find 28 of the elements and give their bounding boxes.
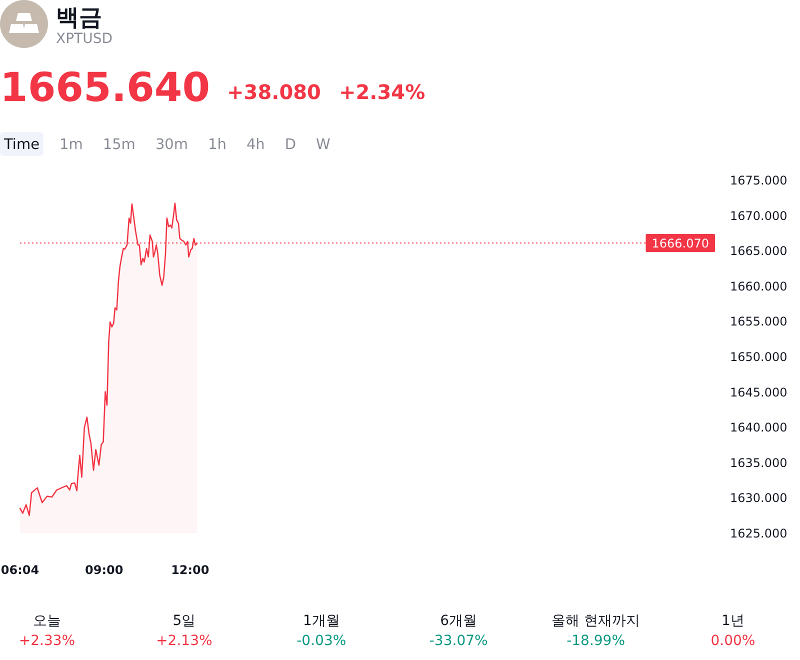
y-tick-label: 1630.000 [730,491,788,506]
text: 1h [208,137,226,153]
y-tick-label: 1675.000 [730,174,788,188]
y-tick-label: 1660.000 [730,279,788,294]
x-tick-label: 09:00 [85,563,124,577]
chart-title: 백금 [56,5,102,31]
text: 1665.640 [0,65,210,111]
y-tick-label: 1625.000 [730,526,788,540]
text: 4h [246,137,265,153]
x-tick-label: 12:00 [171,563,210,577]
chart-subtitle: XPTUSD [56,31,112,47]
ref-line-label: 1666.070 [652,236,709,251]
text: 1m [60,137,83,153]
text: 15m [102,137,136,153]
y-tick-label: 1665.000 [730,244,788,258]
text: +38.080 [227,80,321,104]
y-tick-label: 1640.000 [730,420,788,435]
text: Time [3,137,40,153]
x-tick-label: 06:04 [0,563,40,577]
text: W [316,137,330,153]
y-tick-label: 1635.000 [730,456,788,470]
y-tick-label: 1670.000 [730,208,788,223]
y-tick-label: 1650.000 [730,350,788,364]
y-tick-label: 1655.000 [730,314,788,329]
text: D [284,137,296,153]
text: 30m [155,137,188,153]
text: +2.34% [338,80,426,104]
y-tick-label: 1645.000 [730,385,788,400]
